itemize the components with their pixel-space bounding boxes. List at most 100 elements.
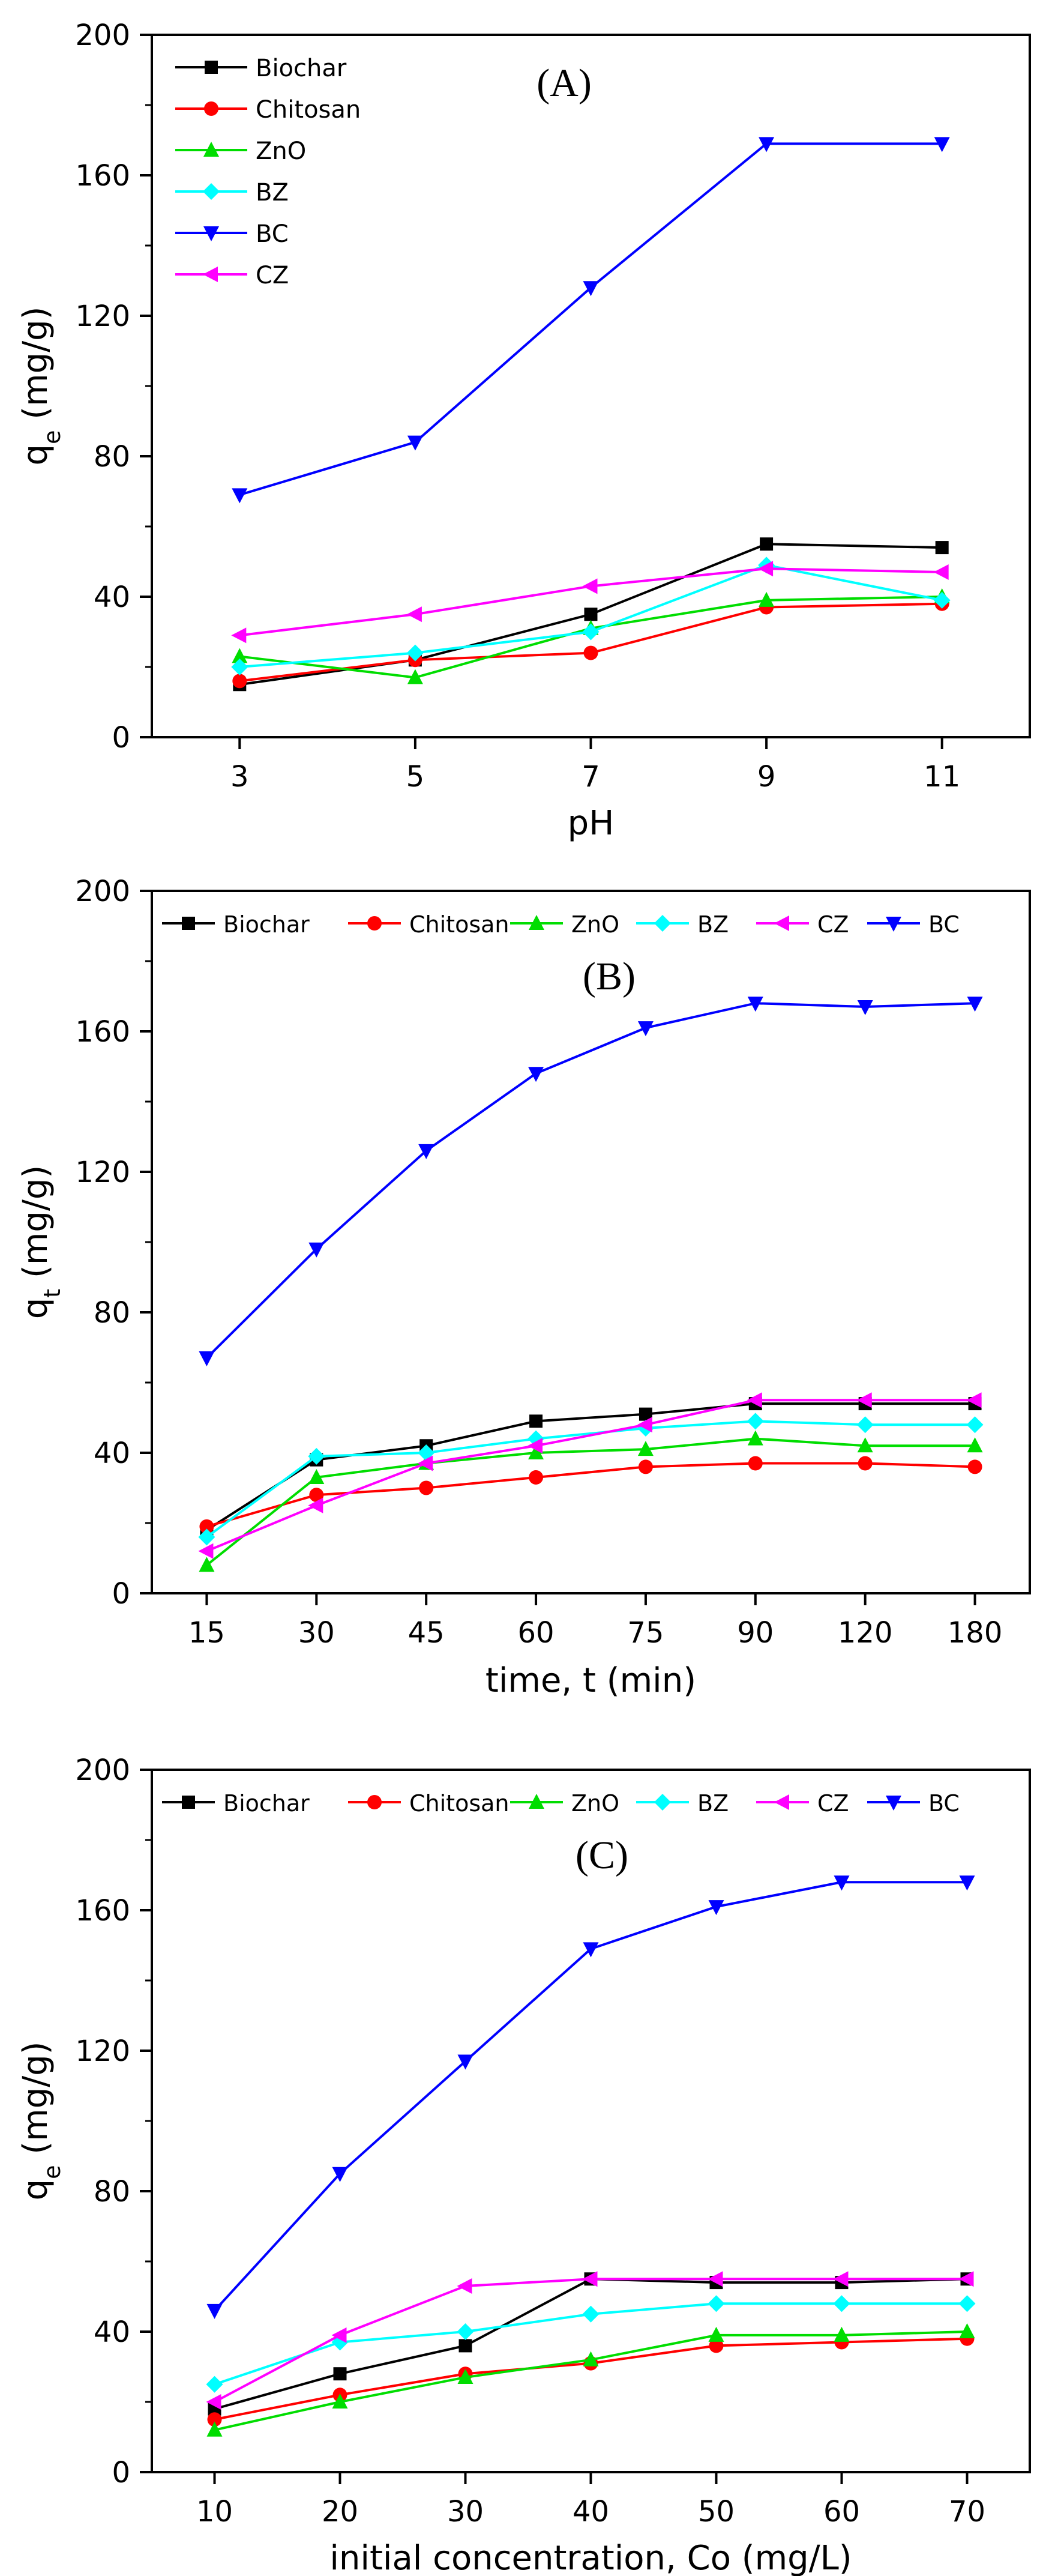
data-point — [198, 1528, 215, 1546]
series-cz — [206, 2271, 974, 2410]
data-point — [639, 1407, 652, 1421]
x-tick-label: 3 — [230, 760, 249, 794]
x-tick-label: 70 — [949, 2495, 985, 2529]
data-point — [759, 137, 775, 152]
data-point — [584, 608, 598, 621]
legend-label: ZnO — [256, 137, 306, 165]
data-point — [419, 1480, 434, 1495]
legend-label: BC — [928, 911, 960, 938]
legend-label: Biochar — [256, 55, 347, 82]
data-point — [232, 674, 247, 689]
data-point — [583, 645, 598, 660]
data-point — [637, 1441, 654, 1456]
series-bz — [206, 2295, 976, 2393]
data-point — [206, 2303, 223, 2319]
series-line — [206, 1462, 975, 1528]
series-zno — [206, 2323, 975, 2437]
data-point — [747, 1413, 764, 1430]
x-tick-label: 180 — [948, 1616, 1003, 1650]
data-point — [231, 659, 248, 675]
data-point — [198, 1543, 214, 1559]
series-cz — [198, 1392, 982, 1559]
series-line — [214, 2278, 967, 2403]
data-point — [933, 591, 951, 609]
chart-panel-3: 0 40 80 120 160 200 10 20 30 40 50 60 70 initial conc… — [16, 1754, 1031, 2576]
data-point — [583, 2351, 599, 2366]
series-line — [214, 2337, 967, 2421]
legend-marker — [203, 142, 219, 157]
legend-marker — [205, 61, 218, 74]
data-point — [418, 1455, 433, 1471]
data-point — [232, 648, 248, 663]
series-line — [206, 1420, 975, 1539]
data-point — [406, 644, 424, 662]
data-point — [582, 578, 598, 594]
data-point — [708, 2271, 723, 2287]
data-point — [834, 2326, 850, 2342]
legend-label: BC — [928, 1790, 960, 1817]
series-bc — [199, 997, 983, 1367]
data-point — [406, 606, 422, 623]
data-point — [747, 1392, 762, 1408]
legend-marker — [203, 226, 219, 241]
data-point — [747, 997, 763, 1012]
x-axis-title: initial concentration, Co (mg/L) — [329, 2539, 852, 2576]
data-point — [333, 2367, 347, 2381]
data-point — [332, 2394, 348, 2409]
data-point — [206, 2394, 221, 2410]
data-point — [833, 2295, 850, 2312]
series-line — [206, 1399, 975, 1552]
y-axis-unit: (mg/g) — [16, 307, 55, 430]
y-tick-label: 160 — [75, 1894, 130, 1928]
legend-marker — [529, 915, 544, 930]
x-tick-label: 60 — [518, 1616, 555, 1650]
x-tick-label: 11 — [924, 760, 960, 794]
data-point — [959, 2323, 975, 2338]
data-point — [199, 1519, 214, 1534]
data-point — [583, 1942, 599, 1958]
x-tick-label: 15 — [188, 1616, 225, 1650]
y-tick-label: 120 — [75, 1156, 130, 1189]
panel-label: (A) — [537, 61, 592, 105]
x-axis-title: pH — [568, 804, 615, 843]
data-point — [528, 1438, 543, 1454]
x-tick-label: 20 — [322, 2495, 358, 2529]
legend-marker — [774, 915, 789, 931]
legend-marker — [182, 917, 195, 930]
data-point — [637, 1417, 652, 1433]
legend: Biochar Chitosan ZnO BZ BC CZ — [175, 55, 361, 289]
legend-label: Chitosan — [409, 911, 509, 938]
data-point — [583, 281, 599, 297]
data-point — [582, 2305, 600, 2323]
data-point — [458, 2339, 472, 2353]
data-point — [709, 2338, 724, 2353]
data-point — [529, 1414, 543, 1428]
data-point — [308, 1468, 325, 1484]
legend-label: ZnO — [571, 1790, 619, 1817]
data-point — [207, 2412, 222, 2427]
legend-label: Biochar — [223, 911, 310, 938]
y-tick-label: 0 — [112, 2456, 130, 2490]
y-axis-subscript: e — [39, 2165, 65, 2179]
x-tick-label: 7 — [582, 760, 600, 794]
y-tick-label: 120 — [75, 300, 130, 333]
y-tick-label: 0 — [112, 721, 130, 755]
legend-label: BZ — [697, 1790, 729, 1817]
series-line — [206, 1437, 975, 1566]
legend-marker — [182, 1796, 195, 1809]
series-cz — [231, 561, 949, 644]
y-tick-label: 40 — [94, 1437, 130, 1470]
x-tick-label: 120 — [838, 1616, 893, 1650]
series-line — [206, 1002, 975, 1359]
y-tick-label: 40 — [94, 581, 130, 614]
data-point — [967, 997, 983, 1012]
data-point — [935, 541, 949, 555]
data-point — [966, 1392, 982, 1408]
legend-marker — [654, 915, 671, 932]
y-tick-label: 160 — [75, 159, 130, 193]
data-point — [708, 1900, 724, 1916]
data-point — [199, 1351, 215, 1367]
legend-marker — [886, 1796, 901, 1811]
legend-marker — [774, 1794, 789, 1810]
